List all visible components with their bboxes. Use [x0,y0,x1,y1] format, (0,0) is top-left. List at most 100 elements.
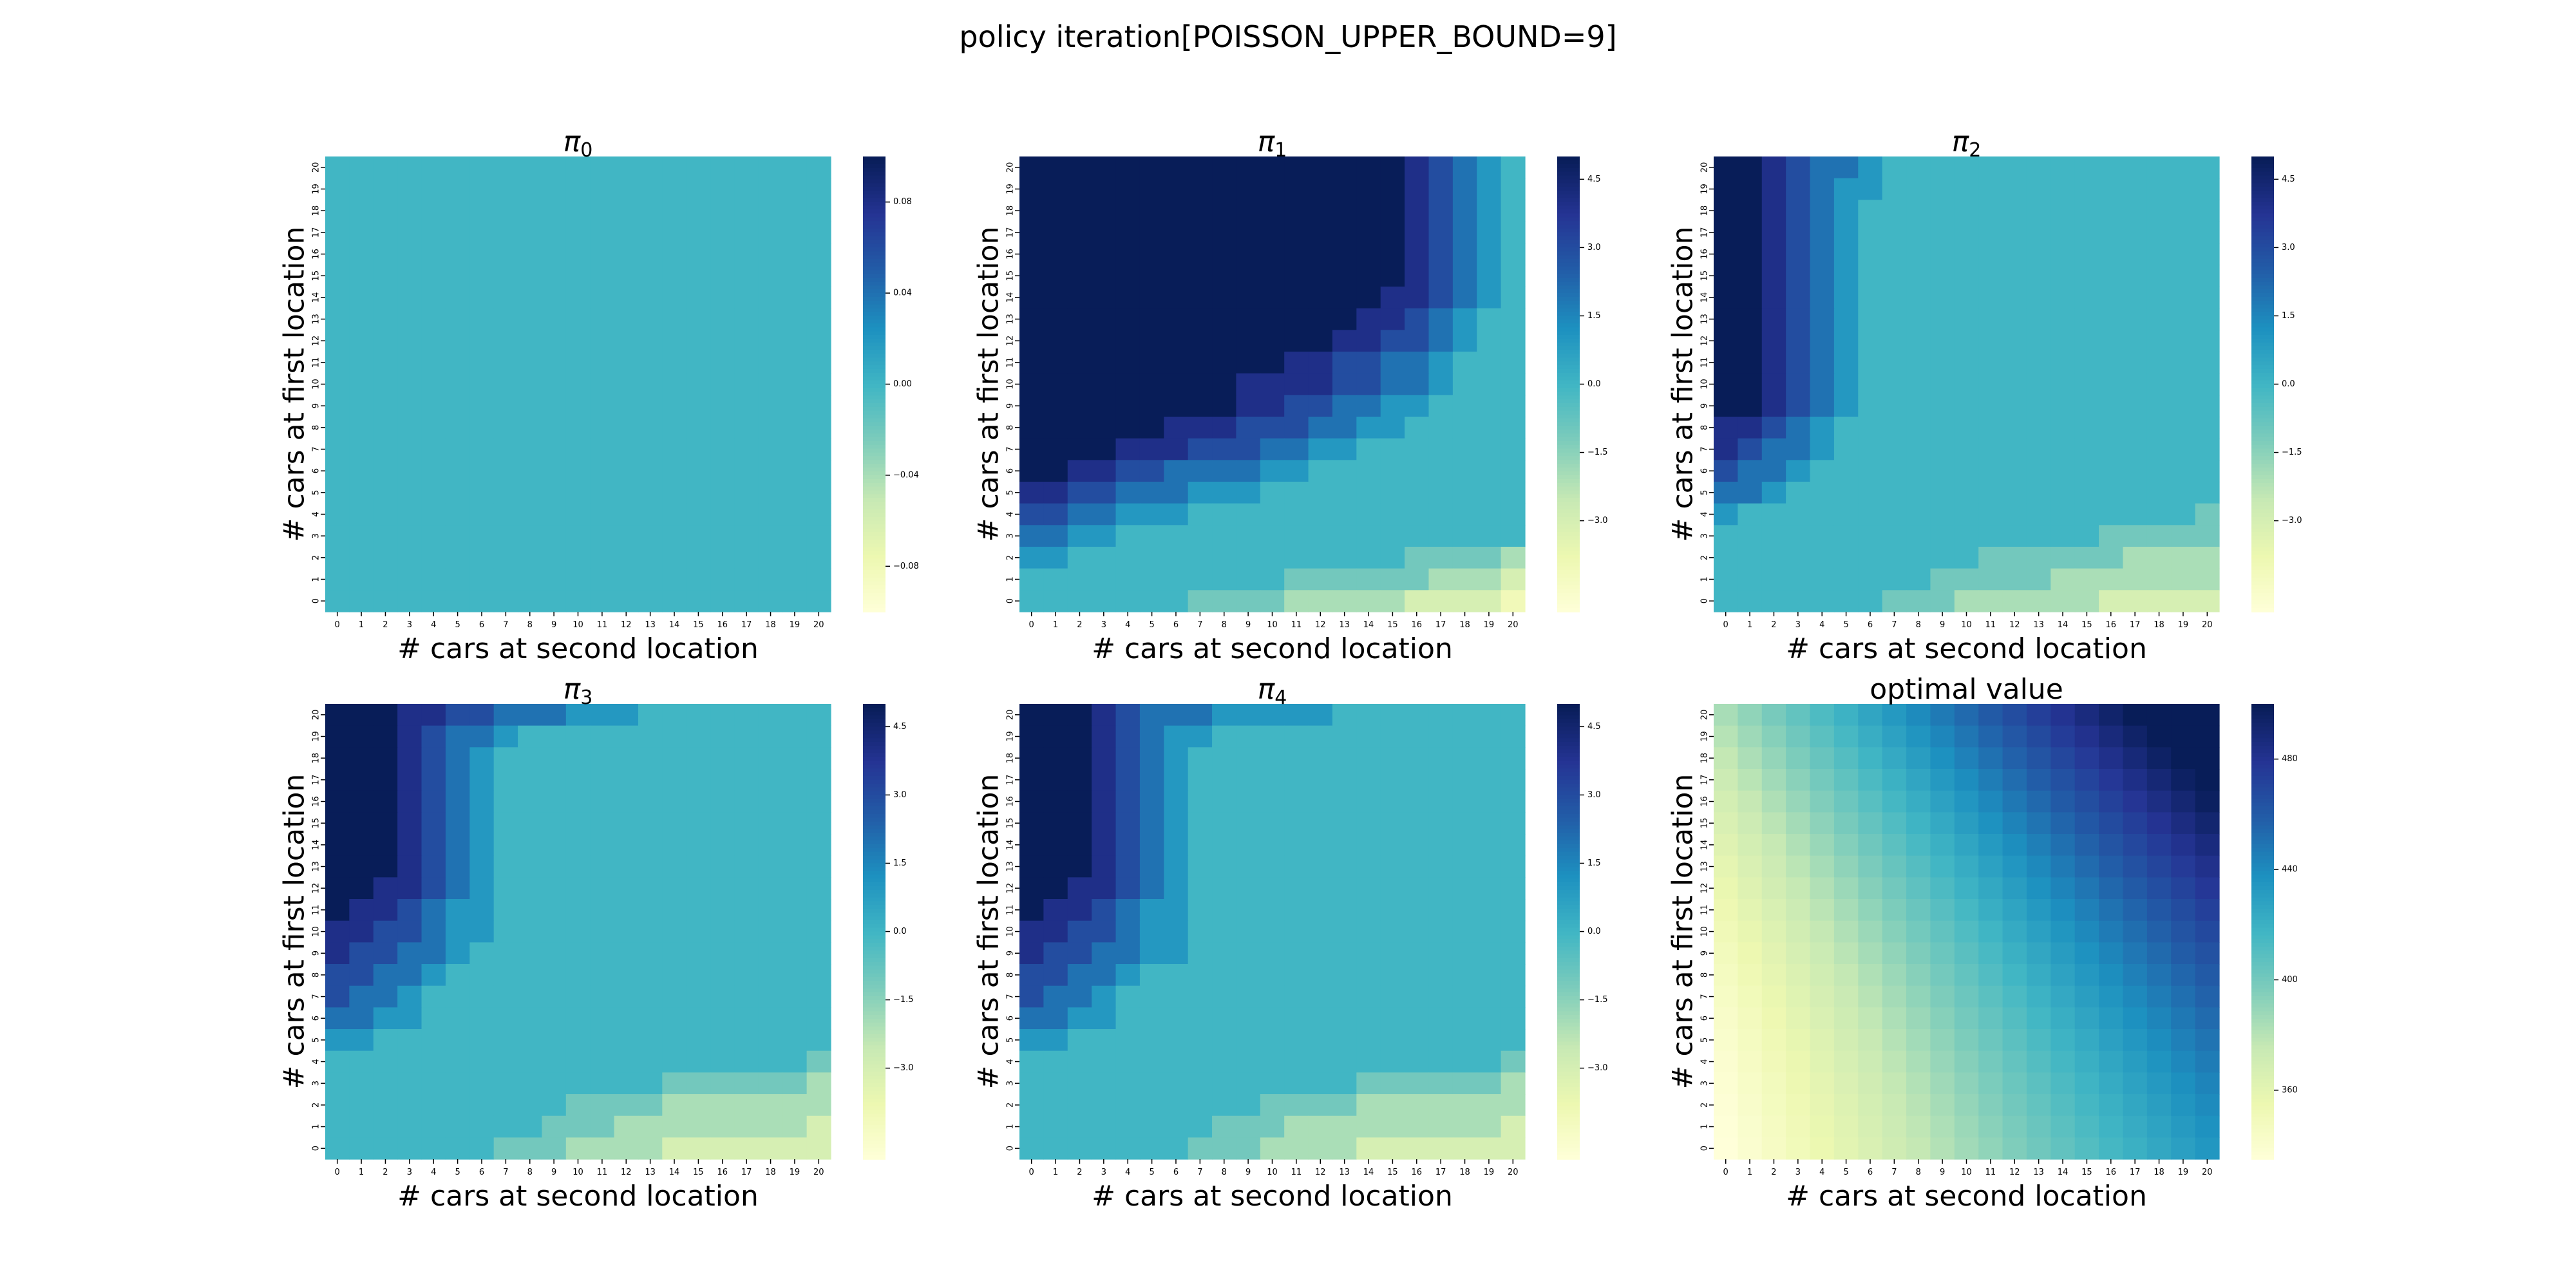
colorbar-segment [2251,296,2274,301]
heatmap-cell [1260,265,1285,287]
heatmap-cell [1284,877,1309,900]
heatmap-cell [1477,395,1502,417]
colorbar-segment [863,604,886,609]
heatmap-cell [1188,373,1213,395]
colorbar-segment [863,704,886,708]
heatmap-cell [1858,790,1883,813]
heatmap-cell [614,287,639,309]
heatmap-cell [1115,287,1141,309]
heatmap-cell [1978,855,2003,878]
colorbar-segment [1557,558,1580,564]
heatmap-cell [2074,704,2099,726]
heatmap-cell [2195,1072,2220,1095]
y-tick-label: 10 [1700,379,1710,390]
x-tick-label: 10 [573,620,583,630]
heatmap-cell [1260,877,1285,900]
colorbar-segment [1557,468,1580,472]
heatmap-cell [1308,942,1333,965]
heatmap-cell [542,178,567,200]
heatmap-cell [1284,547,1309,569]
heatmap-cell [1067,790,1092,813]
heatmap-cell [614,855,639,878]
colorbar-segment [1557,198,1580,203]
heatmap-cell [469,156,495,179]
colorbar-segment [1557,156,1580,161]
heatmap-cell [2026,790,2051,813]
heatmap-cell [1212,222,1237,244]
heatmap-cell [1067,725,1092,748]
heatmap-cell [1308,769,1333,791]
colorbar-segment [1557,221,1580,225]
heatmap-cell [373,200,398,222]
heatmap-cell [638,178,663,200]
heatmap-cell [1212,834,1237,857]
heatmap-cell [710,1094,735,1117]
heatmap-cell [373,769,398,791]
heatmap-cell [1092,482,1117,504]
heatmap-cell [638,590,663,612]
heatmap-cell [542,373,567,395]
x-tick-label: 16 [2106,620,2117,630]
colorbar-segment [1557,916,1580,921]
heatmap-cell [1714,373,1738,395]
heatmap-cell [2123,1115,2148,1138]
heatmap-cell [325,373,350,395]
colorbar-segment [2251,958,2274,963]
colorbar-segment [863,1072,886,1077]
heatmap-cell [493,352,518,374]
heatmap-cell [1858,243,1883,265]
colorbar-segment [1557,1079,1580,1084]
colorbar-segment [863,516,886,522]
heatmap-cell [2123,877,2148,900]
heatmap-cell [1978,503,2003,526]
heatmap-cell [806,287,831,309]
heatmap-cell [614,395,639,417]
heatmap-cell [1405,438,1430,460]
heatmap-cell [373,460,398,482]
heatmap-cell [1833,395,1859,417]
heatmap-cell [1284,287,1309,309]
heatmap-cell [421,790,446,813]
heatmap-cell [1405,265,1430,287]
heatmap-cell [2123,503,2148,526]
heatmap-cell [1115,200,1141,222]
heatmap-cell [734,178,759,200]
colorbar-segment [2251,950,2274,955]
heatmap-cell [758,704,783,726]
heatmap-cell [758,942,783,965]
heatmap-cell [445,395,470,417]
heatmap-cell [1714,899,1738,922]
x-tick-label: 12 [2009,620,2020,630]
heatmap-cell [2026,855,2051,878]
heatmap-cell [1043,725,1068,748]
colorbar-segment [1557,939,1580,943]
heatmap-cell [686,308,711,330]
heatmap-cell [1212,1050,1237,1073]
heatmap-cell [1858,460,1883,482]
heatmap-cell [1115,373,1141,395]
colorbar-segment [1557,1083,1580,1088]
heatmap-cell [1714,503,1738,526]
colorbar-segment [1557,723,1580,728]
colorbar-segment [1557,171,1580,176]
colorbar-segment [2251,855,2274,860]
heatmap-cell [1810,395,1835,417]
y-tick-label: 13 [1006,314,1016,325]
heatmap-cell [1714,438,1738,460]
heatmap-cell [2002,243,2027,265]
colorbar-segment [1557,281,1580,287]
heatmap-cell [1260,942,1285,965]
heatmap-cell [1882,855,1907,878]
heatmap-cell [518,942,543,965]
heatmap-cell [710,200,735,222]
colorbar-segment [863,327,886,332]
colorbar-segment [1557,981,1580,985]
colorbar-tick-label: 4.5 [1587,722,1601,732]
heatmap-cell [806,417,831,439]
heatmap-cell [1092,725,1117,748]
heatmap-cell [1380,308,1405,330]
heatmap-cell [1164,482,1189,504]
heatmap-cell [1332,1094,1357,1117]
colorbar-segment [2251,402,2274,408]
heatmap-cell [565,855,591,878]
